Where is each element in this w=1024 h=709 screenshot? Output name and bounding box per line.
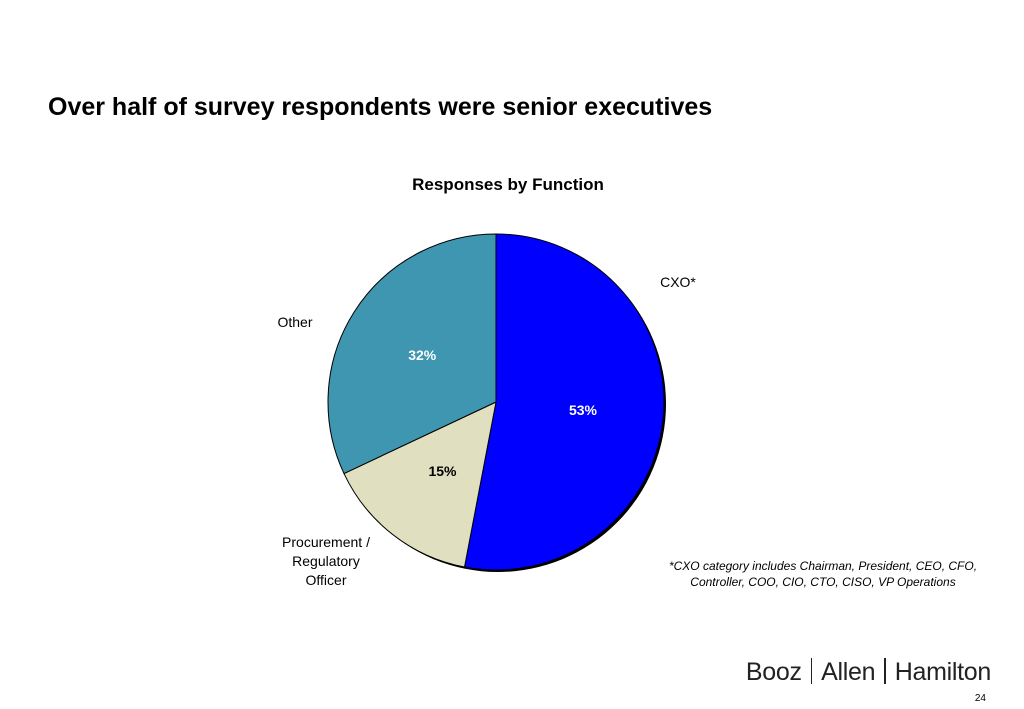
page-number: 24 [974,693,986,704]
brand-word-1: Booz [745,658,802,686]
pie-slice-1 [343,401,497,568]
chart-title: Responses by Function [412,175,604,194]
category-label-cxo: CXO* [660,274,696,290]
pie-slice-value-label-2: 32% [408,347,437,363]
category-label-procurement-line1: Procurement / [282,534,370,550]
brand-word-3: Hamilton [894,658,992,686]
category-label-procurement-line3: Officer [305,572,347,588]
category-label-procurement-line2: Regulatory [292,553,360,569]
pie-slice-2 [327,233,497,475]
pie-slice-value-label-0: 53% [569,402,598,418]
pie-slice-0 [463,233,665,571]
category-label-other: Other [277,314,313,330]
brand-logo: Booz Allen Hamilton [746,658,991,687]
slide-title: Over half of survey respondents were sen… [48,93,713,121]
brand-word-2: Allen [821,658,876,686]
brand-divider [884,658,886,684]
cxo-footnote: *CXO category includes Chairman, Preside… [668,559,978,589]
brand-divider [810,658,813,684]
category-label-procurement: Procurement / Regulatory Officer [262,533,390,590]
pie-slice-value-label-1: 15% [428,463,457,479]
